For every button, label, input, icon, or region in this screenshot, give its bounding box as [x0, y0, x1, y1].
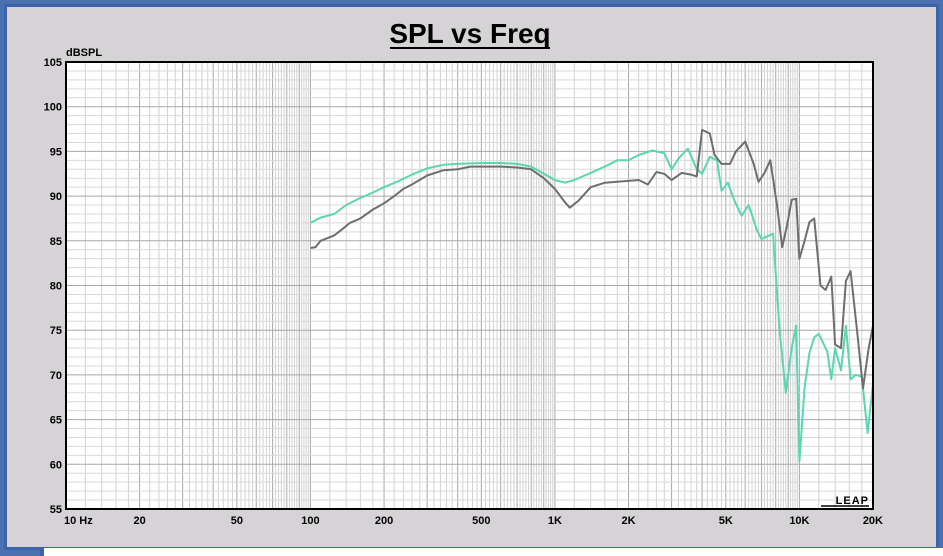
y-tick-label: 75	[50, 325, 62, 337]
y-axis-label: dBSPL	[66, 47, 102, 59]
series-line-2	[310, 128, 874, 390]
chart-title: SPL vs Freq	[389, 18, 550, 49]
x-tick-label: 10 Hz	[64, 515, 93, 527]
bottom-edge-strip	[40, 548, 943, 556]
y-tick-label: 100	[44, 102, 62, 114]
x-tick-label: 5K	[719, 515, 733, 527]
y-tick-label: 60	[50, 459, 62, 471]
y-tick-label: 90	[50, 191, 62, 203]
leap-logo: LEAP	[836, 495, 869, 507]
y-tick-label: 105	[44, 57, 62, 69]
x-tick-labels: 10 Hz 20 50 100 200 500 1K 2K 5K 10K 20K	[64, 515, 883, 527]
y-tick-label: 85	[50, 236, 62, 248]
y-tick-label: 95	[50, 146, 62, 158]
x-tick-label: 50	[231, 515, 243, 527]
y-tick-label: 70	[50, 370, 62, 382]
series-line-1	[310, 147, 874, 463]
x-tick-label: 100	[301, 515, 319, 527]
x-tick-label: 20	[133, 515, 145, 527]
x-tick-label: 2K	[621, 515, 635, 527]
x-tick-label: 20K	[863, 515, 883, 527]
plot-border	[65, 61, 874, 510]
x-tick-label: 1K	[548, 515, 562, 527]
y-tick-labels: 55 60 65 70 75 80 85 90 95 100 105	[44, 57, 62, 516]
series-group	[310, 128, 874, 463]
y-tick-label: 80	[50, 281, 62, 293]
grid-lines	[65, 61, 874, 510]
y-tick-label: 65	[50, 415, 62, 427]
x-tick-label: 10K	[789, 515, 809, 527]
x-tick-label: 200	[375, 515, 393, 527]
x-tick-label: 500	[472, 515, 490, 527]
y-tick-label: 55	[50, 504, 62, 516]
